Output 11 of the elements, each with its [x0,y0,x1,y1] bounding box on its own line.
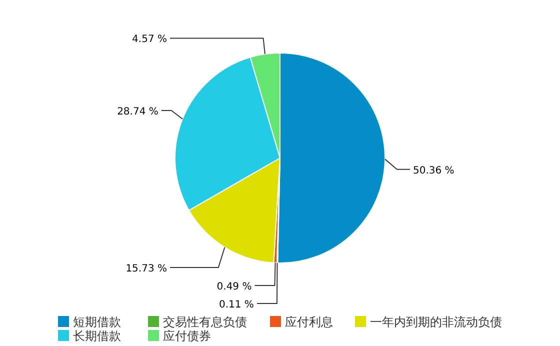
data-label: 0.49 % [216,281,252,292]
data-label: 28.74 % [117,106,158,118]
data-label: 15.73 % [126,263,167,274]
legend-label: 长期借款 [73,329,121,343]
data-label: 0.11 % [218,299,254,310]
legend-label: 交易性有息负债 [163,315,247,329]
legend-label: 短期借款 [73,315,121,329]
legend-label: 应付利息 [285,315,333,329]
legend-label: 应付债券 [163,329,211,343]
data-label: 4.57 % [132,34,167,46]
data-label: 50.36 % [413,165,454,176]
